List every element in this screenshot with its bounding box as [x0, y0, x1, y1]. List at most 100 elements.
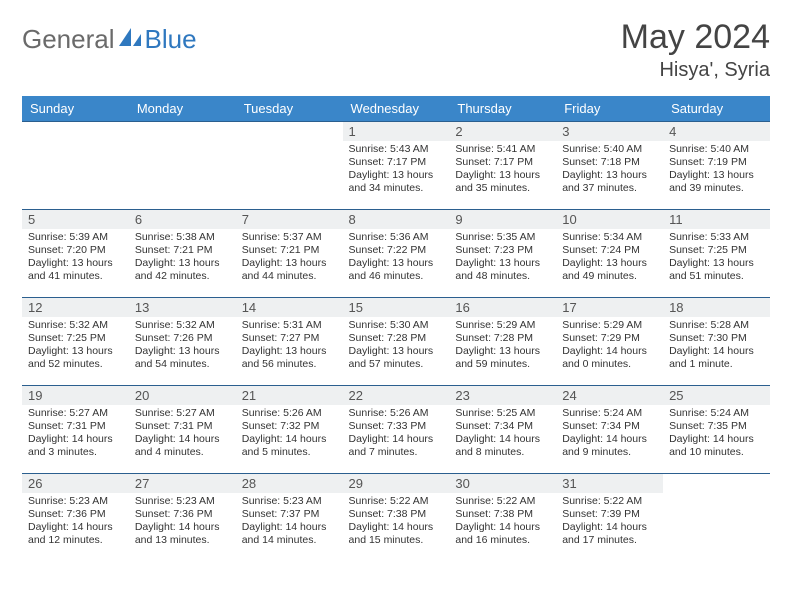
sunrise-text: Sunrise: 5:41 AM [455, 143, 550, 156]
day-details: Sunrise: 5:35 AMSunset: 7:23 PMDaylight:… [449, 229, 556, 288]
weekday-header-row: Sunday Monday Tuesday Wednesday Thursday… [22, 96, 770, 122]
location: Hisya', Syria [621, 59, 770, 82]
weekday-header: Tuesday [236, 96, 343, 122]
day-number: 21 [236, 386, 343, 405]
daylight-text: Daylight: 14 hours and 12 minutes. [28, 521, 123, 547]
sunset-text: Sunset: 7:27 PM [242, 332, 337, 345]
sunset-text: Sunset: 7:18 PM [562, 156, 657, 169]
day-number: 18 [663, 298, 770, 317]
daylight-text: Daylight: 13 hours and 49 minutes. [562, 257, 657, 283]
sunset-text: Sunset: 7:34 PM [455, 420, 550, 433]
day-details: Sunrise: 5:23 AMSunset: 7:36 PMDaylight:… [22, 493, 129, 552]
day-details: Sunrise: 5:39 AMSunset: 7:20 PMDaylight:… [22, 229, 129, 288]
day-details: Sunrise: 5:24 AMSunset: 7:34 PMDaylight:… [556, 405, 663, 464]
weekday-header: Wednesday [343, 96, 450, 122]
calendar-day-cell: 11Sunrise: 5:33 AMSunset: 7:25 PMDayligh… [663, 210, 770, 298]
day-details: Sunrise: 5:37 AMSunset: 7:21 PMDaylight:… [236, 229, 343, 288]
calendar-day-cell: 21Sunrise: 5:26 AMSunset: 7:32 PMDayligh… [236, 386, 343, 474]
sunset-text: Sunset: 7:17 PM [455, 156, 550, 169]
sunset-text: Sunset: 7:31 PM [28, 420, 123, 433]
sunset-text: Sunset: 7:30 PM [669, 332, 764, 345]
daylight-text: Daylight: 13 hours and 42 minutes. [135, 257, 230, 283]
day-number: 10 [556, 210, 663, 229]
day-details: Sunrise: 5:31 AMSunset: 7:27 PMDaylight:… [236, 317, 343, 376]
sunrise-text: Sunrise: 5:40 AM [669, 143, 764, 156]
daylight-text: Daylight: 14 hours and 3 minutes. [28, 433, 123, 459]
daylight-text: Daylight: 13 hours and 54 minutes. [135, 345, 230, 371]
day-number: 29 [343, 474, 450, 493]
day-number: 3 [556, 122, 663, 141]
day-number: 12 [22, 298, 129, 317]
day-details: Sunrise: 5:24 AMSunset: 7:35 PMDaylight:… [663, 405, 770, 464]
daylight-text: Daylight: 14 hours and 0 minutes. [562, 345, 657, 371]
sunset-text: Sunset: 7:20 PM [28, 244, 123, 257]
day-number: 30 [449, 474, 556, 493]
sunrise-text: Sunrise: 5:26 AM [349, 407, 444, 420]
day-details: Sunrise: 5:27 AMSunset: 7:31 PMDaylight:… [129, 405, 236, 464]
sunrise-text: Sunrise: 5:38 AM [135, 231, 230, 244]
calendar-day-cell: . [663, 474, 770, 562]
day-number: 25 [663, 386, 770, 405]
sunrise-text: Sunrise: 5:39 AM [28, 231, 123, 244]
daylight-text: Daylight: 14 hours and 13 minutes. [135, 521, 230, 547]
day-details: Sunrise: 5:23 AMSunset: 7:36 PMDaylight:… [129, 493, 236, 552]
daylight-text: Daylight: 14 hours and 15 minutes. [349, 521, 444, 547]
sunrise-text: Sunrise: 5:27 AM [135, 407, 230, 420]
daylight-text: Daylight: 14 hours and 7 minutes. [349, 433, 444, 459]
day-number: 11 [663, 210, 770, 229]
sunrise-text: Sunrise: 5:29 AM [562, 319, 657, 332]
day-number: 23 [449, 386, 556, 405]
calendar-week-row: ...1Sunrise: 5:43 AMSunset: 7:17 PMDayli… [22, 122, 770, 210]
day-number: 1 [343, 122, 450, 141]
day-details: Sunrise: 5:30 AMSunset: 7:28 PMDaylight:… [343, 317, 450, 376]
sunset-text: Sunset: 7:31 PM [135, 420, 230, 433]
day-number: 17 [556, 298, 663, 317]
title-block: May 2024 Hisya', Syria [621, 18, 770, 82]
calendar-day-cell: 2Sunrise: 5:41 AMSunset: 7:17 PMDaylight… [449, 122, 556, 210]
day-details: Sunrise: 5:32 AMSunset: 7:25 PMDaylight:… [22, 317, 129, 376]
sunset-text: Sunset: 7:28 PM [349, 332, 444, 345]
day-number: 15 [343, 298, 450, 317]
calendar-day-cell: 30Sunrise: 5:22 AMSunset: 7:38 PMDayligh… [449, 474, 556, 562]
sunrise-text: Sunrise: 5:32 AM [135, 319, 230, 332]
sunrise-text: Sunrise: 5:24 AM [669, 407, 764, 420]
daylight-text: Daylight: 14 hours and 5 minutes. [242, 433, 337, 459]
sunrise-text: Sunrise: 5:32 AM [28, 319, 123, 332]
day-number: 26 [22, 474, 129, 493]
sunset-text: Sunset: 7:39 PM [562, 508, 657, 521]
weekday-header: Monday [129, 96, 236, 122]
day-details: Sunrise: 5:23 AMSunset: 7:37 PMDaylight:… [236, 493, 343, 552]
weekday-header: Sunday [22, 96, 129, 122]
sunset-text: Sunset: 7:21 PM [135, 244, 230, 257]
day-details: Sunrise: 5:22 AMSunset: 7:38 PMDaylight:… [449, 493, 556, 552]
sunrise-text: Sunrise: 5:37 AM [242, 231, 337, 244]
calendar-day-cell: 18Sunrise: 5:28 AMSunset: 7:30 PMDayligh… [663, 298, 770, 386]
daylight-text: Daylight: 14 hours and 16 minutes. [455, 521, 550, 547]
calendar-week-row: 19Sunrise: 5:27 AMSunset: 7:31 PMDayligh… [22, 386, 770, 474]
calendar-day-cell: 27Sunrise: 5:23 AMSunset: 7:36 PMDayligh… [129, 474, 236, 562]
calendar-day-cell: 5Sunrise: 5:39 AMSunset: 7:20 PMDaylight… [22, 210, 129, 298]
daylight-text: Daylight: 13 hours and 48 minutes. [455, 257, 550, 283]
daylight-text: Daylight: 14 hours and 4 minutes. [135, 433, 230, 459]
sunrise-text: Sunrise: 5:27 AM [28, 407, 123, 420]
day-number: 4 [663, 122, 770, 141]
day-number: 7 [236, 210, 343, 229]
sunrise-text: Sunrise: 5:31 AM [242, 319, 337, 332]
sunset-text: Sunset: 7:37 PM [242, 508, 337, 521]
weekday-header: Saturday [663, 96, 770, 122]
calendar-day-cell: 14Sunrise: 5:31 AMSunset: 7:27 PMDayligh… [236, 298, 343, 386]
sunrise-text: Sunrise: 5:23 AM [28, 495, 123, 508]
daylight-text: Daylight: 13 hours and 51 minutes. [669, 257, 764, 283]
sunrise-text: Sunrise: 5:33 AM [669, 231, 764, 244]
sunset-text: Sunset: 7:38 PM [455, 508, 550, 521]
weekday-header: Friday [556, 96, 663, 122]
day-details: Sunrise: 5:28 AMSunset: 7:30 PMDaylight:… [663, 317, 770, 376]
day-number: 16 [449, 298, 556, 317]
sunset-text: Sunset: 7:32 PM [242, 420, 337, 433]
sunset-text: Sunset: 7:34 PM [562, 420, 657, 433]
calendar-day-cell: 25Sunrise: 5:24 AMSunset: 7:35 PMDayligh… [663, 386, 770, 474]
month-title: May 2024 [621, 18, 770, 57]
sunset-text: Sunset: 7:28 PM [455, 332, 550, 345]
calendar-day-cell: 13Sunrise: 5:32 AMSunset: 7:26 PMDayligh… [129, 298, 236, 386]
sunset-text: Sunset: 7:17 PM [349, 156, 444, 169]
